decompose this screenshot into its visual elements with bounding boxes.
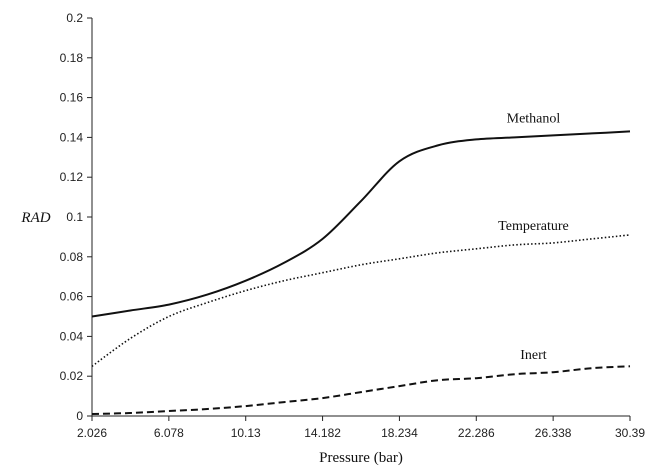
- y-axis-title: RAD: [20, 210, 50, 226]
- x-tick-label: 2.026: [77, 426, 107, 440]
- y-tick-label: 0.04: [60, 329, 84, 343]
- y-tick-label: 0.12: [60, 170, 84, 184]
- series-line-temperature: [91, 234, 631, 367]
- series-labels: Methanol Temperature Inert: [498, 111, 569, 363]
- y-tick-label: 0.02: [60, 369, 84, 383]
- y-tick-label: 0.2: [66, 11, 83, 25]
- series-line-methanol: [91, 130, 631, 318]
- series-lines: [91, 130, 631, 415]
- x-axis-title: Pressure (bar): [319, 450, 403, 466]
- x-tick-label: 18.234: [381, 426, 418, 440]
- y-tick-label: 0.08: [60, 250, 84, 264]
- y-tick-label: 0.1: [66, 210, 83, 224]
- x-tick-label: 14.182: [304, 426, 341, 440]
- x-tick-label: 22.286: [458, 426, 495, 440]
- y-tick-label: 0.06: [60, 290, 84, 304]
- x-tick-label: 10.13: [231, 426, 261, 440]
- y-tick-label: 0.16: [60, 91, 84, 105]
- ticks: 0 0.02 0.04 0.06 0.08 0.1 0.12 0.14 0.16 0.18 0.2 2…: [60, 11, 646, 440]
- y-tick-label: 0.18: [60, 51, 84, 65]
- series-label-temperature: Temperature: [498, 219, 569, 234]
- y-tick-label: 0.14: [60, 130, 84, 144]
- series-label-inert: Inert: [520, 348, 547, 363]
- y-tick-label: 0: [76, 409, 83, 423]
- x-tick-label: 6.078: [154, 426, 184, 440]
- x-tick-label: 30.39: [615, 426, 645, 440]
- series-line-inert: [91, 365, 631, 415]
- axes: [91, 18, 630, 417]
- x-tick-label: 26.338: [535, 426, 572, 440]
- series-label-methanol: Methanol: [507, 111, 561, 126]
